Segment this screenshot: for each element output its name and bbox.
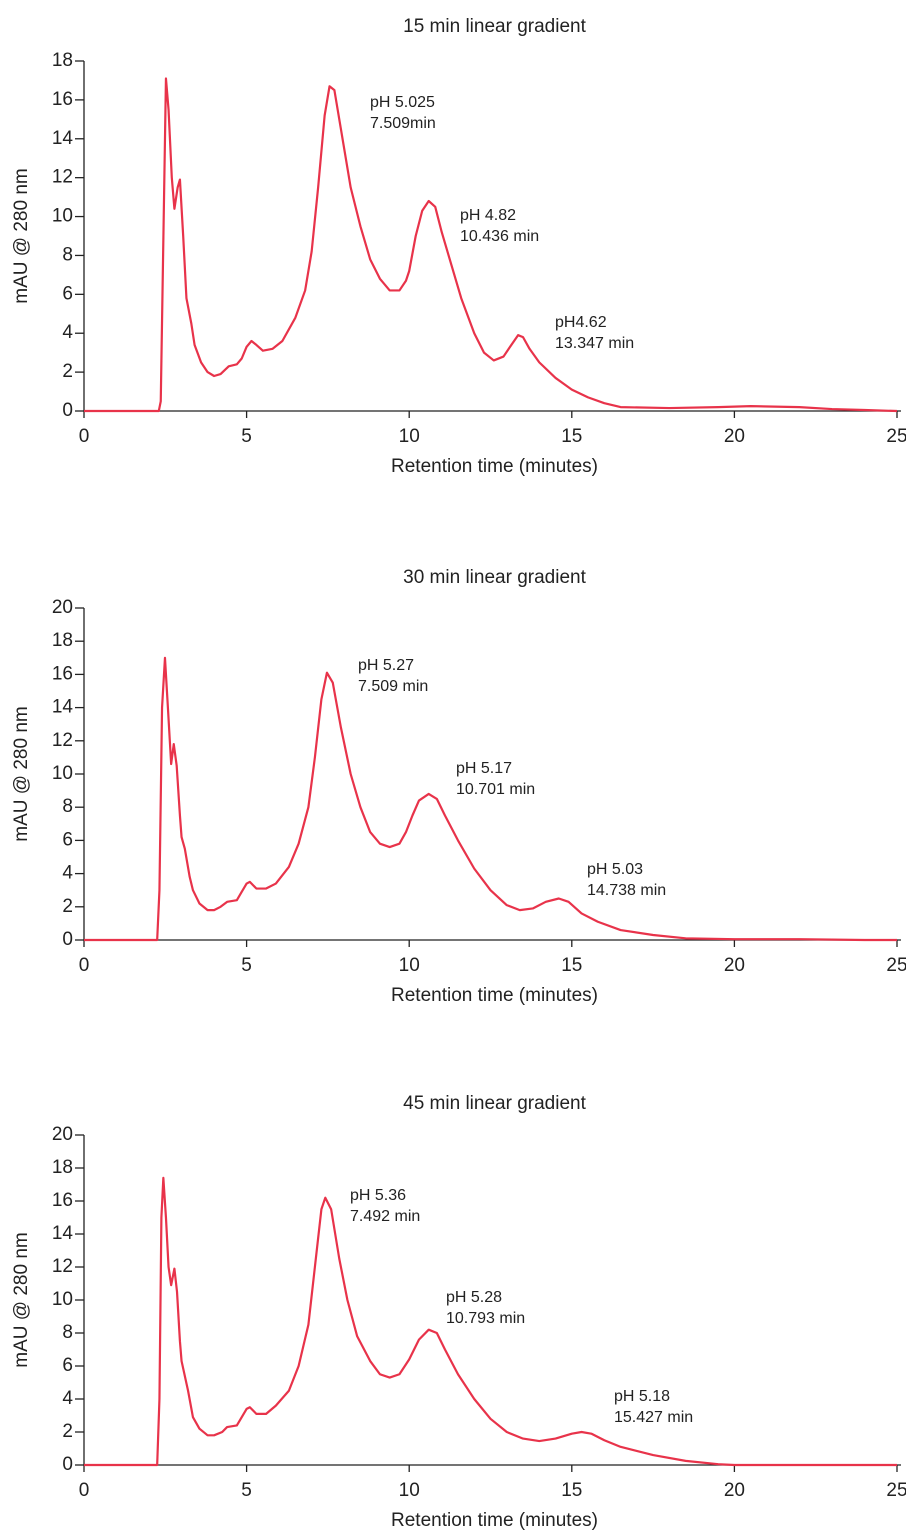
x-tick-label: 0 <box>79 1480 90 1501</box>
y-tick-label: 2 <box>62 361 73 382</box>
peak-annotation: 13.347 min <box>555 335 634 352</box>
x-tick-label: 20 <box>724 955 745 976</box>
y-tick-label: 18 <box>52 630 73 651</box>
chromatogram-line <box>84 656 897 942</box>
y-tick-label: 0 <box>62 400 73 421</box>
peak-annotation: 15.427 min <box>614 1409 693 1426</box>
peak-annotation: pH 5.27 <box>358 657 414 674</box>
y-tick-label: 16 <box>52 1190 73 1211</box>
y-axis-label: mAU @ 280 nm <box>11 168 32 303</box>
peak-annotation: pH 5.18 <box>614 1388 670 1405</box>
peak-annotation: pH 5.03 <box>587 861 643 878</box>
y-tick-label: 10 <box>52 206 73 227</box>
x-tick-label: 15 <box>561 426 582 447</box>
peak-annotation: pH 4.82 <box>460 207 516 224</box>
chart-title: 45 min linear gradient <box>403 1093 586 1114</box>
peak-annotation: 14.738 min <box>587 882 666 899</box>
x-tick-label: 5 <box>241 955 252 976</box>
y-tick-label: 20 <box>52 597 73 618</box>
x-tick-label: 20 <box>724 426 745 447</box>
chromatogram-line <box>84 1176 897 1467</box>
y-tick-label: 2 <box>62 896 73 917</box>
peak-annotation: pH 5.28 <box>446 1289 502 1306</box>
x-tick-label: 25 <box>886 1480 906 1501</box>
y-tick-label: 4 <box>62 322 73 343</box>
y-tick-label: 8 <box>62 1322 73 1343</box>
y-tick-label: 2 <box>62 1421 73 1442</box>
x-tick-label: 25 <box>886 955 906 976</box>
peak-annotation: pH 5.17 <box>456 760 512 777</box>
x-tick-label: 15 <box>561 955 582 976</box>
x-axis-label: Retention time (minutes) <box>391 1510 598 1531</box>
x-tick-label: 10 <box>399 955 420 976</box>
y-tick-label: 8 <box>62 244 73 265</box>
chart-title: 30 min linear gradient <box>403 567 586 588</box>
y-tick-label: 12 <box>52 167 73 188</box>
peak-annotation: 10.793 min <box>446 1310 525 1327</box>
x-tick-label: 5 <box>241 1480 252 1501</box>
y-tick-label: 12 <box>52 1256 73 1277</box>
peak-annotation: 7.509 min <box>358 678 428 695</box>
peak-annotation: 7.509min <box>370 115 436 132</box>
x-tick-label: 10 <box>399 1480 420 1501</box>
peak-annotation: pH4.62 <box>555 314 607 331</box>
y-tick-label: 14 <box>52 128 74 149</box>
x-tick-label: 5 <box>241 426 252 447</box>
chromatogram-line <box>84 77 898 413</box>
y-tick-label: 18 <box>52 1157 73 1178</box>
y-tick-label: 6 <box>62 1355 73 1376</box>
x-axis-label: Retention time (minutes) <box>391 985 598 1006</box>
x-tick-label: 20 <box>724 1480 745 1501</box>
y-axis-label: mAU @ 280 nm <box>11 706 32 841</box>
peak-annotation: 10.701 min <box>456 781 535 798</box>
y-tick-label: 4 <box>62 1388 73 1409</box>
peak-annotation: 7.492 min <box>350 1208 420 1225</box>
x-tick-label: 15 <box>561 1480 582 1501</box>
y-tick-label: 18 <box>52 50 73 71</box>
y-tick-label: 16 <box>52 663 73 684</box>
y-tick-label: 20 <box>52 1124 73 1145</box>
x-tick-label: 25 <box>886 426 906 447</box>
y-tick-label: 12 <box>52 730 73 751</box>
chart-title: 15 min linear gradient <box>403 16 586 37</box>
y-tick-label: 10 <box>52 1289 73 1310</box>
y-tick-label: 6 <box>62 283 73 304</box>
y-tick-label: 16 <box>52 89 73 110</box>
x-tick-label: 0 <box>79 955 90 976</box>
x-tick-label: 0 <box>79 426 90 447</box>
peak-annotation: pH 5.025 <box>370 94 435 111</box>
y-tick-label: 14 <box>52 1223 74 1244</box>
x-axis-label: Retention time (minutes) <box>391 456 598 477</box>
peak-annotation: 10.436 min <box>460 228 539 245</box>
peak-annotation: pH 5.36 <box>350 1187 406 1204</box>
y-tick-label: 0 <box>62 929 73 950</box>
y-tick-label: 14 <box>52 697 74 718</box>
y-tick-label: 4 <box>62 863 73 884</box>
y-tick-label: 0 <box>62 1454 73 1475</box>
y-tick-label: 6 <box>62 829 73 850</box>
x-tick-label: 10 <box>399 426 420 447</box>
y-tick-label: 8 <box>62 796 73 817</box>
y-tick-label: 10 <box>52 763 73 784</box>
y-axis-label: mAU @ 280 nm <box>11 1232 32 1367</box>
